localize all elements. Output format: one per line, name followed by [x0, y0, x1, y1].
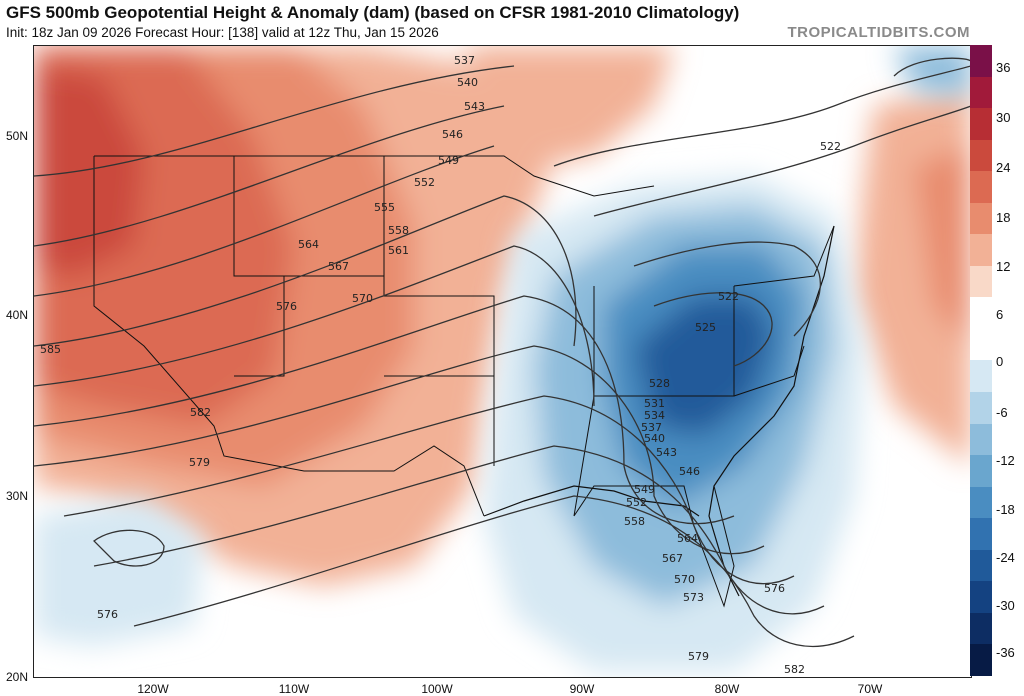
colorbar-swatch: [970, 455, 992, 487]
negative-anomaly-region: [34, 46, 971, 671]
contour-label: 564: [298, 238, 319, 251]
contour-label: 558: [388, 224, 409, 237]
map-title: GFS 500mb Geopotential Height & Anomaly …: [6, 3, 740, 22]
contour-label: 582: [190, 406, 211, 419]
longitude-label-80w: 80W: [714, 682, 740, 696]
contour-label: 552: [626, 496, 647, 509]
coastlines: [483, 225, 835, 597]
colorbar-label: -30: [996, 598, 1015, 613]
contour-label: 546: [442, 128, 463, 141]
latitude-label-40n: 40N: [5, 308, 28, 322]
contour-label: 537: [454, 54, 475, 67]
colorbar-label: 18: [996, 210, 1011, 225]
contour-label: 537: [641, 421, 662, 434]
colorbar-swatch: [970, 108, 992, 140]
contour-label: 540: [457, 76, 478, 89]
colorbar-swatch: [970, 644, 992, 676]
contour-label: 522: [820, 140, 841, 153]
contour-label: 543: [656, 446, 677, 459]
contour-label: 552: [414, 176, 435, 189]
contour-label: 531: [644, 397, 665, 410]
colorbar-swatch: [970, 423, 992, 456]
colorbar-swatch: [970, 76, 992, 109]
colorbar-swatch: [970, 328, 992, 361]
colorbar-swatch: [970, 202, 992, 235]
latitude-label-30n: 30N: [5, 489, 28, 503]
longitude-label-110w: 110W: [278, 682, 310, 696]
contour-label: 564: [677, 532, 698, 545]
contour-label: 525: [695, 321, 716, 334]
contour-label: 576: [276, 300, 297, 313]
map-subtitle: Init: 18z Jan 09 2026 Forecast Hour: [13…: [6, 25, 439, 40]
colorbar-label: -18: [996, 502, 1015, 517]
colorbar-swatch: [970, 581, 992, 613]
colorbar-label: -6: [996, 405, 1008, 420]
contour-labels: 537 540 543 546 549 552 555 558 561 564 …: [40, 54, 841, 676]
colorbar-label: 0: [996, 354, 1004, 369]
latitude-label-50n: 50N: [5, 129, 28, 143]
contour-label: 573: [683, 591, 704, 604]
colorbar-label: -12: [996, 453, 1015, 468]
colorbar-swatch: [970, 486, 992, 519]
colorbar-swatch: [970, 612, 992, 645]
contour-label: 558: [624, 515, 645, 528]
colorbar-swatch: [970, 234, 992, 266]
contour-label: 579: [189, 456, 210, 469]
colorbar-swatch: [970, 549, 992, 582]
colorbar-swatch: [970, 392, 992, 424]
colorbar-swatch: [970, 171, 992, 203]
colorbar-swatch: [970, 45, 992, 77]
colorbar-swatch: [970, 518, 992, 550]
colorbar-label: 24: [996, 160, 1011, 175]
longitude-label-90w: 90W: [569, 682, 595, 696]
contour-label: 576: [97, 608, 118, 621]
map-svg: 537 540 543 546 549 552 555 558 561 564 …: [34, 46, 971, 676]
longitude-label-100w: 100W: [421, 682, 453, 696]
colorbar-label: -24: [996, 550, 1015, 565]
anomaly-colorbar: [970, 45, 992, 676]
colorbar-swatch: [970, 297, 992, 329]
contour-label: 555: [374, 201, 395, 214]
contour-label: 528: [649, 377, 670, 390]
colorbar-label: 30: [996, 110, 1011, 125]
contour-label: 543: [464, 100, 485, 113]
colorbar-swatch: [970, 139, 992, 172]
contour-label: 567: [328, 260, 349, 273]
contour-label: 534: [644, 409, 665, 422]
contour-label: 540: [644, 432, 665, 445]
contour-label: 567: [662, 552, 683, 565]
contour-label: 570: [352, 292, 373, 305]
contour-label: 570: [674, 573, 695, 586]
source-watermark: TROPICALTIDBITS.COM: [787, 24, 970, 41]
colorbar-swatch: [970, 265, 992, 298]
latitude-label-20n: 20N: [5, 670, 28, 684]
contour-label: 582: [784, 663, 805, 676]
colorbar-label: 36: [996, 60, 1011, 75]
longitude-label-120w: 120W: [137, 682, 169, 696]
contour-label: 549: [438, 154, 459, 167]
contour-label: 579: [688, 650, 709, 663]
contour-label: 585: [40, 343, 61, 356]
colorbar-label: 12: [996, 259, 1011, 274]
colorbar-label: -36: [996, 645, 1015, 660]
longitude-label-70w: 70W: [857, 682, 883, 696]
map-panel: 537 540 543 546 549 552 555 558 561 564 …: [33, 45, 972, 678]
contour-label: 549: [634, 483, 655, 496]
colorbar-label: 6: [996, 307, 1004, 322]
political-boundaries: [93, 155, 835, 608]
contour-label: 522: [718, 290, 739, 303]
contour-label: 576: [764, 582, 785, 595]
contour-label: 561: [388, 244, 409, 257]
height-contours: [34, 57, 971, 648]
colorbar-swatch: [970, 360, 992, 393]
contour-label: 546: [679, 465, 700, 478]
